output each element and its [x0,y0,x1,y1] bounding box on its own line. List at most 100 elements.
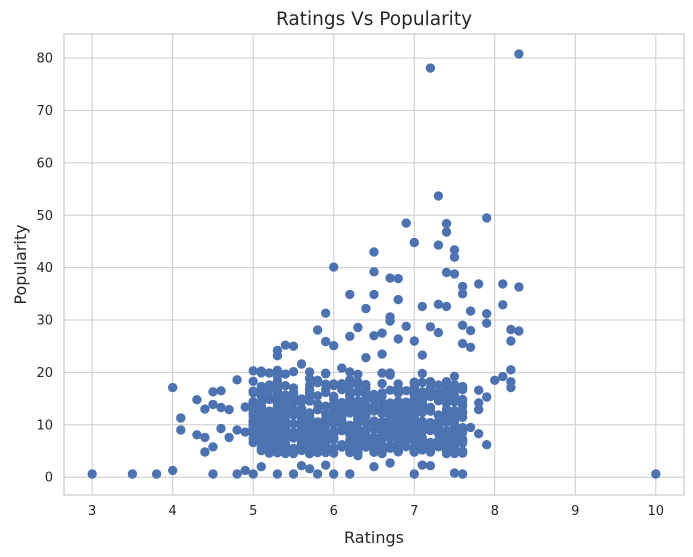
data-point [329,399,339,409]
data-point [224,432,234,443]
data-point [457,383,468,394]
data-point [457,438,468,448]
data-point [393,379,403,389]
data-point [329,379,339,389]
data-point [474,385,484,395]
data-point [345,444,355,454]
data-point [353,416,363,427]
data-point [208,399,218,410]
data-point [425,376,436,387]
data-point [393,433,403,443]
data-point [441,384,452,394]
data-point [272,418,283,428]
data-point [369,416,379,426]
data-point [248,376,258,386]
data-point [433,240,444,250]
data-point [385,316,395,326]
data-point [312,325,323,335]
data-point [345,289,355,300]
data-point [176,413,186,423]
data-point [208,387,218,397]
data-point [457,320,468,330]
data-point [288,383,299,393]
data-point [337,404,347,414]
data-point [296,430,307,440]
data-point [433,420,444,430]
data-point [345,367,355,377]
data-point [353,377,363,387]
data-point [304,425,315,435]
data-point [345,429,355,440]
data-point [425,444,436,454]
data-point [385,419,395,429]
data-point [393,334,403,344]
data-point [280,381,291,391]
data-point [449,427,460,437]
data-point [321,421,331,431]
data-point [353,396,363,406]
data-point [240,402,250,412]
data-point [208,442,218,452]
data-point [296,461,307,471]
data-point [651,469,661,479]
data-point [417,387,427,397]
data-point [361,395,371,406]
data-point [151,469,162,479]
data-point [345,396,355,407]
data-point [296,438,307,448]
data-point [312,378,323,388]
data-point [441,218,452,229]
data-point [304,448,315,458]
data-point [256,409,266,419]
data-point [457,448,468,458]
data-point [312,447,323,458]
data-point [482,318,492,328]
data-point [321,384,331,394]
data-point [337,379,347,389]
data-point [288,367,299,377]
data-point [329,262,339,272]
y-tick-label: 0 [45,471,53,486]
data-point [256,416,266,427]
data-point [264,380,274,390]
data-point [329,407,339,417]
data-point [321,308,331,318]
data-point [441,301,452,312]
data-point [329,341,339,351]
data-point [425,322,436,332]
data-point [393,273,403,284]
data-point [449,252,460,262]
data-point [321,427,331,437]
data-point [441,415,452,426]
data-point [329,469,339,479]
data-point [232,425,242,435]
data-point [433,410,444,420]
data-point [264,442,274,453]
data-point [321,413,331,424]
data-point [288,341,299,351]
data-point [433,299,444,309]
data-point [288,405,299,415]
data-point [457,338,468,349]
data-point [304,415,315,425]
data-point [256,438,266,448]
data-point [425,406,436,416]
data-point [385,443,395,453]
y-tick-label: 80 [36,52,53,67]
data-point [498,300,508,310]
x-tick-label: 3 [88,504,96,519]
data-point [200,404,210,414]
data-point [337,363,347,373]
data-point [465,342,476,352]
data-point [393,405,403,415]
data-point [272,469,283,479]
points-layer [87,49,661,479]
data-point [369,289,379,300]
data-point [409,447,419,457]
data-point [393,445,403,455]
data-point [321,336,331,347]
data-point [401,386,411,396]
data-point [321,460,331,470]
data-point [377,427,387,438]
